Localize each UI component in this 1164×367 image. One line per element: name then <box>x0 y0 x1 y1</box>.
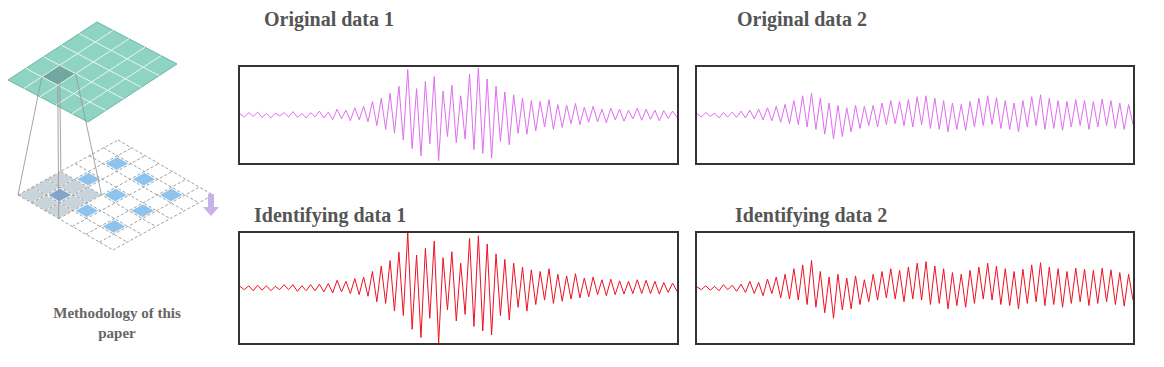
svg-text:Identifying data 2: Identifying data 2 <box>735 204 887 227</box>
html-text:Methodology of this paper: Methodology of this paper <box>53 305 181 341</box>
svg-text:Original data 2: Original data 2 <box>737 8 867 31</box>
svg-text:Original data 1: Original data 1 <box>264 8 394 31</box>
svg-text:Identifying data 1: Identifying data 1 <box>254 204 406 227</box>
